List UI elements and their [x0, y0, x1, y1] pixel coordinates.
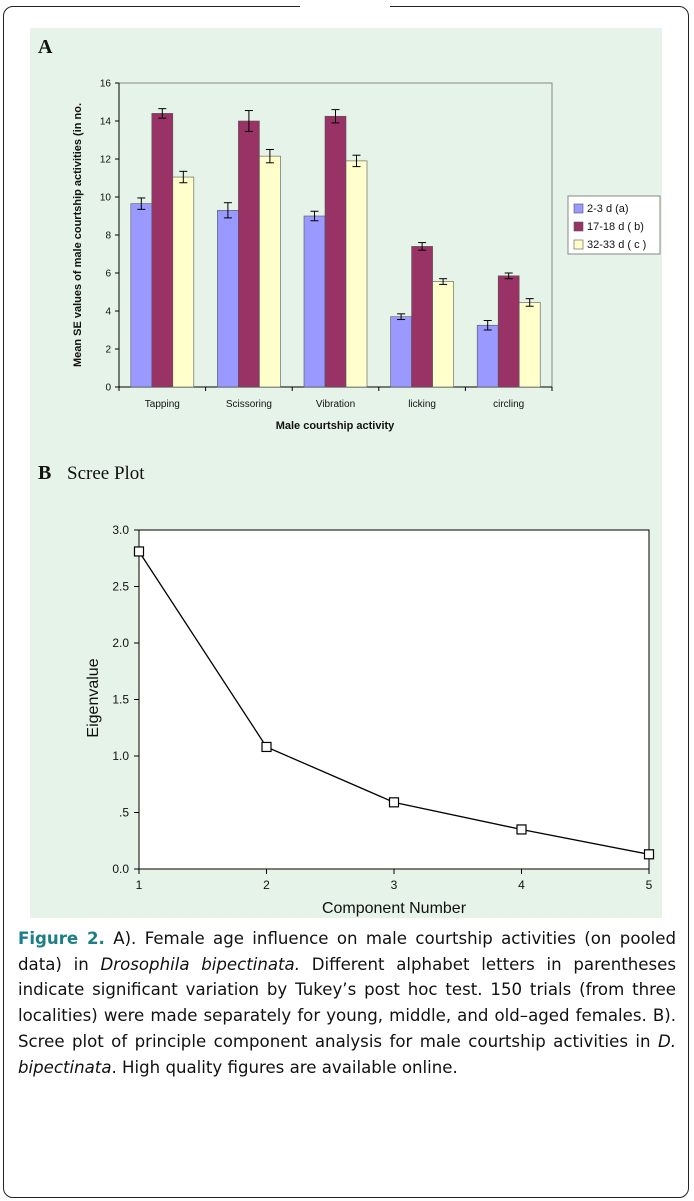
- y-tick-label-a: 4: [105, 307, 111, 318]
- error-bar: [525, 298, 534, 307]
- bar-vibration-series-3: [345, 160, 368, 388]
- y-tick-label-b: 3.0: [112, 523, 129, 537]
- caption-text-segment: . High quality figures are available onl…: [111, 1057, 458, 1077]
- caption-italic-text: Drosophila bipectinata.: [100, 954, 301, 974]
- bar-chart-a: A 0 2 4 6 8 10 12 14 16 Tapping Scissoring Vibrati…: [38, 36, 661, 432]
- y-tick-label-b: 2.5: [112, 580, 129, 594]
- error-bar: [158, 108, 167, 119]
- y-tick-label-b: 1.0: [112, 749, 129, 763]
- bar-vibration-series-1: [303, 215, 326, 388]
- point-component-5: [643, 849, 655, 860]
- panel-label-a: A: [38, 36, 53, 58]
- x-axis-label-a: Male courtship activity: [276, 420, 395, 432]
- error-bar: [179, 170, 188, 184]
- bar-licking-series-1: [390, 316, 412, 388]
- bars-a: [130, 108, 541, 388]
- legend-a: [567, 195, 661, 255]
- series-b: [133, 546, 655, 860]
- point-component-4: [516, 824, 527, 835]
- legend-swatch: [573, 221, 584, 232]
- y-axis-label-a: Mean SE values of male courtship activit…: [72, 103, 84, 367]
- frame-gap: [300, 0, 390, 8]
- error-bar: [137, 197, 146, 210]
- y-tick-label-a: 16: [100, 79, 112, 90]
- error-bar: [244, 110, 253, 132]
- bar-scissoring-series-1: [217, 210, 239, 388]
- y-ticks-a: 0 2 4 6 8 10 12 14 16: [100, 79, 119, 394]
- figure-caption: Figure 2. A). Female age influence on ma…: [18, 926, 676, 1080]
- plot-area-b: [138, 529, 650, 870]
- legend-label: 17-18 d ( b): [587, 221, 644, 233]
- y-tick-label-a: 8: [105, 231, 111, 242]
- y-tick-label-b: 0.0: [112, 862, 129, 876]
- bar-vibration-series-2: [324, 115, 347, 388]
- chart-title-b: Scree Plot: [67, 463, 145, 484]
- error-bar: [504, 272, 513, 280]
- y-tick-label-b: .5: [119, 806, 129, 820]
- y-tick-label-a: 6: [105, 269, 111, 280]
- panel-label-b: B: [38, 462, 51, 484]
- x-tick-label-b: 2: [263, 878, 270, 892]
- x-ticks-b: 1 2 3 4 5: [136, 869, 653, 892]
- error-bar: [223, 202, 232, 219]
- x-tick-label-a: circling: [493, 399, 524, 410]
- caption-text-segment: Different alphabet letters in parenthese…: [18, 954, 677, 1051]
- bar-scissoring-series-2: [238, 120, 260, 388]
- x-ticks-a: Tapping Scissoring Vibration licking circlin…: [118, 387, 553, 410]
- caption-italic-text: D. bipectinata: [18, 1031, 676, 1077]
- figure-panel: A 0 2 4 6 8 10 12 14 16 Tapping Scissoring Vibrati…: [30, 28, 662, 918]
- bar-scissoring-series-3: [259, 155, 281, 388]
- y-tick-label-a: 10: [100, 193, 112, 204]
- y-tick-label-a: 14: [100, 117, 112, 128]
- error-bar: [418, 242, 427, 251]
- x-tick-label-a: Tapping: [145, 399, 180, 410]
- error-bar: [397, 313, 406, 321]
- bar-tapping-series-1: [130, 203, 153, 388]
- legend-entries-a: 2-3 d (a) 17-18 d ( b) 32-33 d ( c ): [573, 203, 646, 251]
- error-bar: [331, 109, 340, 124]
- bar-tapping-series-3: [172, 176, 195, 388]
- point-component-1: [133, 546, 145, 557]
- point-component-2: [261, 741, 272, 753]
- error-bar: [310, 210, 319, 222]
- error-bar: [265, 149, 274, 164]
- legend-label: 2-3 d (a): [587, 203, 629, 215]
- x-tick-label-b: 3: [391, 878, 398, 892]
- x-tick-label-a: Vibration: [316, 399, 355, 410]
- caption-text-segment: A). Female age influence on male courtsh…: [18, 929, 677, 974]
- legend-swatch: [573, 203, 584, 214]
- y-tick-label-a: 12: [100, 155, 112, 166]
- bar-circling-series-1: [476, 324, 499, 388]
- error-bar: [439, 278, 448, 285]
- y-ticks-b: 0.0 .5 1.0 1.5 2.0 2.5 3.0: [112, 523, 139, 876]
- legend-swatch: [573, 239, 584, 250]
- caption-text: A). Female age influence on male courtsh…: [18, 929, 676, 1077]
- y-tick-label-b: 1.5: [112, 693, 129, 707]
- bar-licking-series-3: [432, 281, 454, 388]
- bar-circling-series-3: [518, 302, 541, 388]
- bar-licking-series-2: [411, 246, 433, 388]
- x-tick-label-b: 4: [518, 878, 525, 892]
- x-tick-label-b: 1: [136, 878, 143, 892]
- x-tick-label-a: licking: [408, 399, 436, 410]
- x-axis-label-b: Component Number: [322, 900, 467, 917]
- y-tick-label-a: 2: [105, 345, 111, 356]
- y-axis-label-b: Eigenvalue: [85, 658, 102, 737]
- point-component-3: [388, 797, 400, 808]
- error-bar: [483, 320, 492, 331]
- x-tick-label-a: Scissoring: [226, 399, 272, 410]
- legend-label: 32-33 d ( c ): [587, 239, 646, 251]
- error-bar: [352, 154, 361, 168]
- bar-circling-series-2: [497, 275, 520, 388]
- bar-tapping-series-2: [151, 113, 174, 388]
- caption-label: Figure 2.: [18, 929, 105, 948]
- y-tick-label-b: 2.0: [112, 636, 129, 650]
- y-tick-label-a: 0: [105, 383, 111, 394]
- x-tick-label-b: 5: [646, 878, 653, 892]
